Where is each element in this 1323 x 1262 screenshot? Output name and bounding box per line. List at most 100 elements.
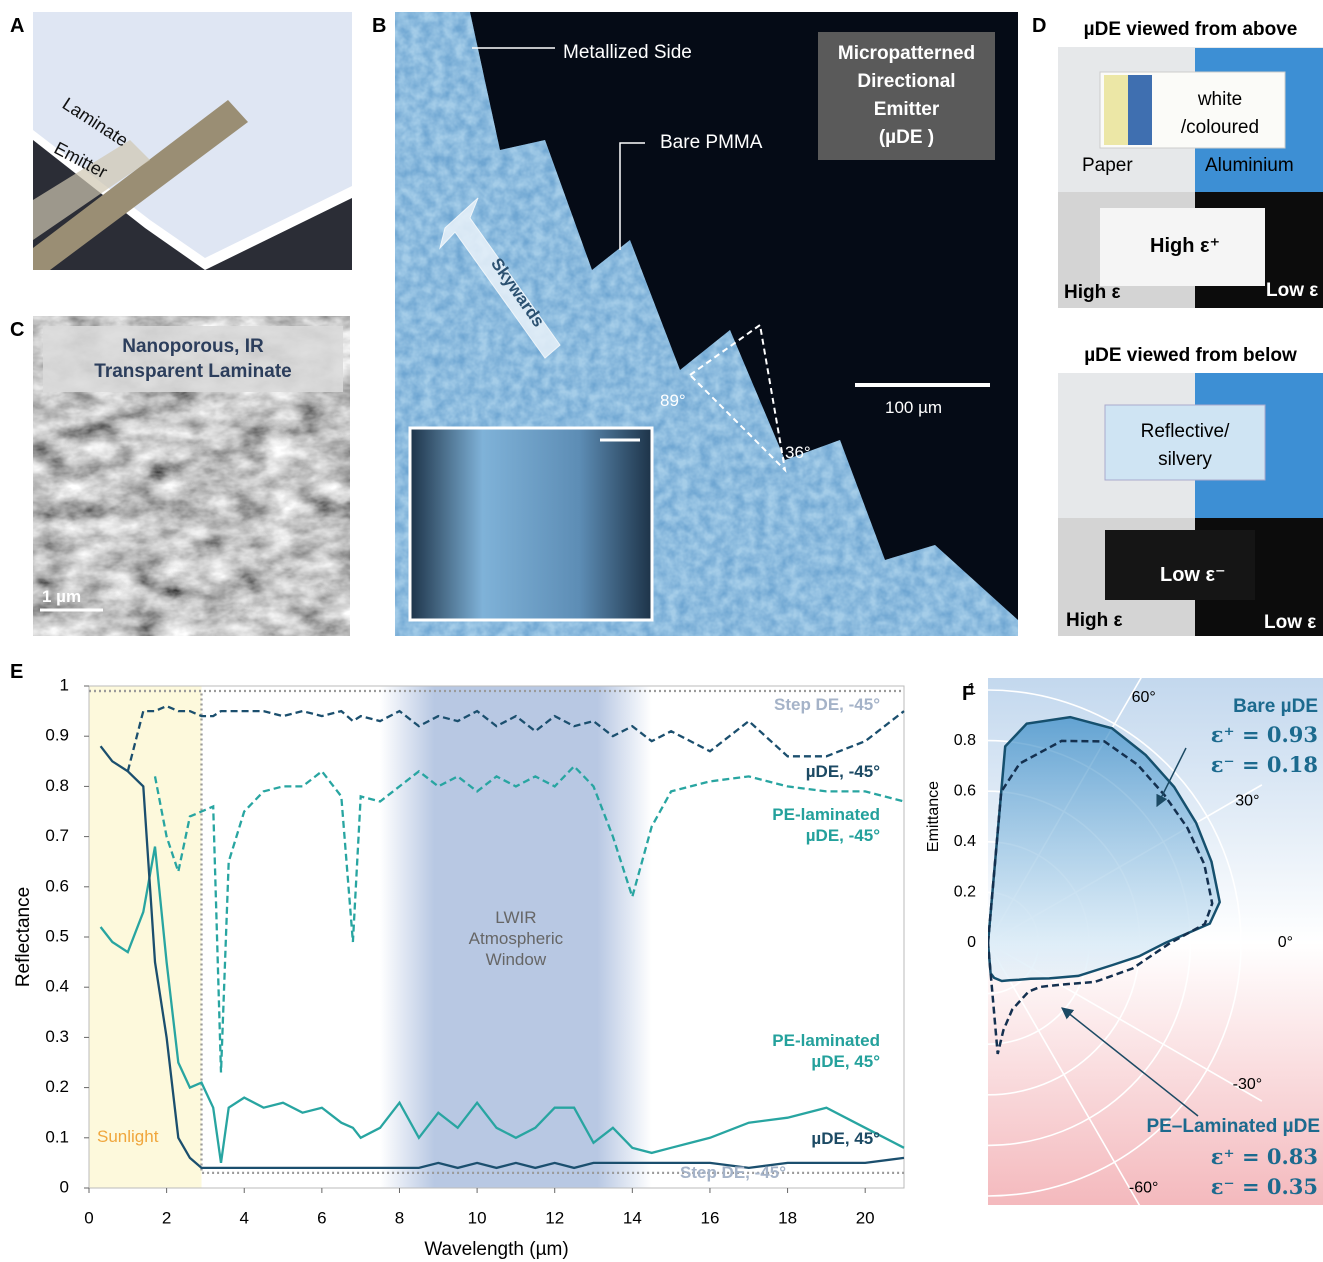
title-line: Micropatterned — [837, 43, 976, 64]
series-label: µDE, 45° — [811, 1129, 880, 1148]
panel-label: E — [10, 661, 24, 683]
sample-line: white — [1197, 89, 1243, 110]
ruler — [33, 100, 248, 270]
sample-line: Reflective/ — [1140, 421, 1230, 442]
scale-bar-label: 100 µm — [885, 398, 943, 417]
series-label: PE-laminated µDE, 45° — [772, 1031, 880, 1071]
y-tick-label: 0.2 — [45, 1077, 69, 1096]
y-tick-label: 0.7 — [45, 826, 69, 845]
annotation-arrow — [1156, 747, 1187, 808]
ir-label: Low ε — [1266, 280, 1319, 301]
inset-frame — [408, 426, 654, 622]
x-tick-label: 18 — [778, 1208, 797, 1227]
title-box — [43, 326, 343, 392]
r-tick-label: 0.2 — [954, 884, 976, 901]
emitter-strip — [33, 140, 150, 240]
sample-line: /coloured — [1180, 117, 1260, 138]
x-tick-label: 8 — [395, 1208, 404, 1227]
y-tick-label: 0.9 — [45, 726, 69, 745]
r-tick-label: 0 — [967, 934, 976, 951]
band-label: Sunlight — [97, 1127, 159, 1146]
x-axis-label: Wavelength (µm) — [424, 1239, 568, 1260]
sample — [1104, 404, 1266, 481]
y-tick-label: 0.1 — [45, 1127, 69, 1146]
ir-label: High ε⁺ — [1150, 235, 1221, 257]
series-label: Step DE, -45° — [680, 1163, 786, 1182]
heading: µDE viewed from below — [1058, 338, 1323, 373]
series-name: PE–Laminated µDE — [1146, 1116, 1320, 1137]
y-tick-label: 0.8 — [45, 776, 69, 795]
ir-label: Low ε — [1264, 612, 1317, 633]
title-line: Directional — [857, 71, 956, 92]
title-line: Nanoporous, IR — [122, 336, 264, 357]
chart-f-overlay: 0 0.2 0.4 0.6 0.8 1 60° 30° 0° -30° -60° Emittance — [925, 681, 1293, 1196]
theta-tick-label: 0° — [1278, 934, 1293, 951]
region-label: Aluminium — [1205, 155, 1294, 176]
title-box — [818, 32, 995, 160]
title-box-text: Nanoporous, IR Transparent Laminate — [43, 334, 343, 384]
angle-label: 36° — [785, 443, 811, 462]
y-tick-label: 0.4 — [45, 977, 69, 996]
r-tick-label: 0.4 — [954, 833, 976, 850]
polar-curve — [988, 715, 1222, 983]
title-line: Transparent Laminate — [94, 361, 292, 382]
x-tick-label: 6 — [317, 1208, 326, 1227]
sample-line: silvery — [1158, 449, 1212, 470]
ir-label: High ε — [1066, 610, 1123, 631]
emittance-label: ε⁻ = 0.35 — [1210, 1174, 1318, 1199]
series-name: Bare µDE — [1233, 696, 1318, 717]
annotation: Bare PMMA — [660, 132, 763, 153]
panel-label: A — [10, 15, 25, 37]
emittance-label: ε⁺ = 0.83 — [1210, 1144, 1318, 1169]
ir-sample — [1100, 208, 1265, 286]
y-axis-label: Reflectance — [13, 887, 34, 987]
y-tick-label: 0.3 — [45, 1027, 69, 1046]
heading: µDE viewed from above — [1058, 12, 1323, 47]
x-tick-label: 20 — [856, 1208, 875, 1227]
scale-bar-label: 1 µm — [42, 587, 82, 606]
annotation: Metallized Side — [563, 42, 692, 63]
inset-image — [408, 426, 654, 622]
title-line: (µDE ) — [878, 127, 935, 148]
sample-label: white /coloured — [1160, 86, 1280, 142]
ir-label: High ε — [1064, 282, 1121, 303]
theta-tick-label: -60° — [1129, 1180, 1159, 1197]
skywards-arrow — [439, 197, 561, 359]
angle-triangle — [688, 323, 787, 473]
series-label: PE-laminated µDE, -45° — [772, 805, 880, 845]
series-line — [89, 689, 904, 1175]
polar-curve — [988, 739, 1214, 1055]
angle-label: 89° — [660, 391, 686, 410]
theta-tick-label: -30° — [1233, 1076, 1263, 1093]
band — [380, 686, 652, 1188]
series-line — [153, 764, 905, 1073]
sample-label: Reflective/ silvery — [1105, 418, 1265, 474]
leader-line — [619, 142, 645, 250]
ir-label: Low ε⁻ — [1160, 564, 1226, 586]
band-label: LWIR Atmospheric Window — [468, 908, 564, 969]
x-tick-label: 0 — [84, 1208, 93, 1227]
theta-tick-label: 60° — [1132, 689, 1156, 706]
chart-e: 00.10.20.30.40.50.60.70.80.910 2 4 6 8 10 12 14… — [13, 675, 905, 1260]
title-box-text: Micropatterned Directional Emitter (µDE … — [818, 40, 995, 152]
y-tick-label: 0.6 — [45, 876, 69, 895]
x-tick-label: 14 — [623, 1208, 642, 1227]
theta-tick-label: 30° — [1235, 793, 1259, 810]
ir-sample — [1105, 530, 1255, 600]
x-tick-label: 10 — [468, 1208, 487, 1227]
series-line — [99, 745, 905, 1170]
panel-label: F — [962, 683, 975, 705]
r-tick-label: 1 — [967, 681, 976, 698]
panel-label: D — [1032, 15, 1047, 37]
grid-spoke — [988, 942, 1141, 1205]
x-tick-label: 4 — [240, 1208, 249, 1227]
x-tick-label: 16 — [700, 1208, 719, 1227]
r-tick-label: 0.8 — [954, 732, 976, 749]
panel-label: C — [10, 319, 25, 341]
r-tick-label: 0.6 — [954, 782, 976, 799]
emittance-label: ε⁻ = 0.18 — [1210, 752, 1318, 777]
blue-strip — [1128, 75, 1152, 145]
